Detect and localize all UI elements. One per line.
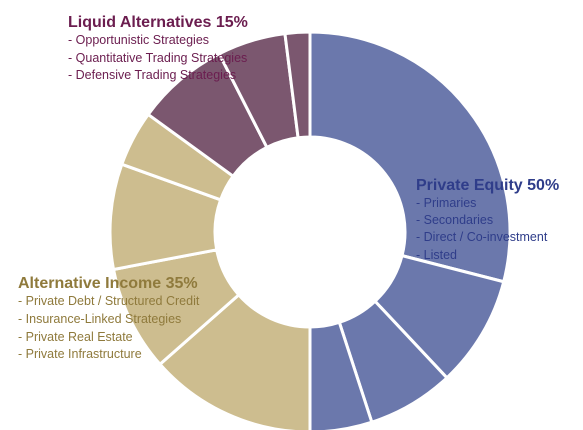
liquid-alternatives-title: Liquid Alternatives 15% bbox=[68, 14, 248, 31]
private-equity-label: Private Equity 50% Primaries Secondaries… bbox=[416, 176, 559, 264]
donut-slice-private-equity-3 bbox=[308, 320, 374, 430]
alternative-income-title: Alternative Income 35% bbox=[18, 275, 198, 292]
donut-slice-alternative-income-4 bbox=[157, 292, 312, 430]
ai-item-real-estate: Private Real Estate bbox=[18, 329, 199, 347]
ai-item-private-debt: Private Debt / Structured Credit bbox=[18, 293, 200, 311]
pe-item-listed: Listed bbox=[416, 247, 559, 264]
liquid-alternatives-label: Liquid Alternatives 15% Opportunistic St… bbox=[68, 13, 248, 85]
private-equity-title: Private Equity 50% bbox=[416, 177, 560, 194]
liquid-item-opportunistic: Opportunistic Strategies bbox=[68, 32, 248, 50]
donut-slice-liquid-alternatives-10 bbox=[283, 30, 312, 140]
alternative-income-label: Alternative Income 35% Private Debt / St… bbox=[18, 274, 199, 364]
liquid-item-quantitative: Quantitative Trading Strategies bbox=[68, 50, 248, 68]
ai-item-infrastructure: Private Infrastructure bbox=[18, 346, 199, 364]
ai-item-insurance: Insurance-Linked Strategies bbox=[18, 311, 199, 329]
pe-item-secondaries: Secondaries bbox=[416, 212, 559, 229]
pe-item-primaries: Primaries bbox=[416, 195, 559, 212]
liquid-item-defensive: Defensive Trading Strategies bbox=[68, 67, 248, 85]
pe-item-direct: Direct / Co-investment bbox=[416, 229, 559, 246]
